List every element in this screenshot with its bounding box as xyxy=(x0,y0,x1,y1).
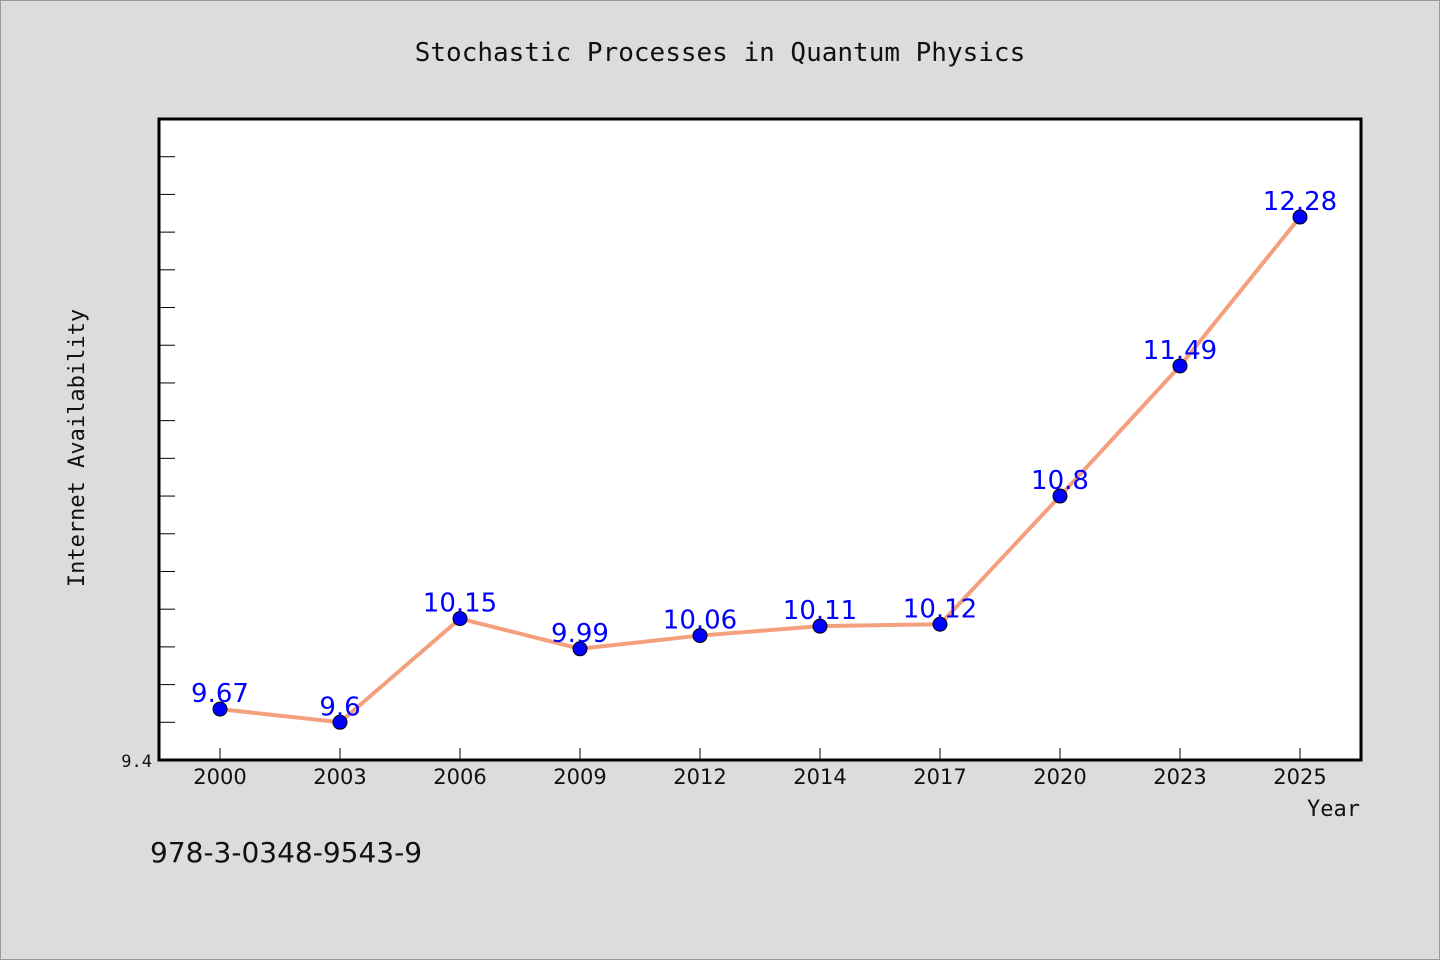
data-point xyxy=(1172,358,1188,374)
data-label: 9.6 xyxy=(319,692,360,722)
x-tick-label: 2014 xyxy=(793,765,846,789)
data-point xyxy=(212,701,228,717)
series-line xyxy=(219,215,1302,725)
data-label: 9.99 xyxy=(551,619,609,649)
x-tick-label: 2009 xyxy=(553,765,606,789)
x-tick-label: 2023 xyxy=(1153,765,1206,789)
x-tick-label: 2020 xyxy=(1033,765,1086,789)
data-point xyxy=(1052,488,1068,504)
x-tick-label: 2003 xyxy=(313,765,366,789)
data-label: 10.06 xyxy=(663,606,737,636)
data-point xyxy=(812,618,828,634)
data-label: 9.67 xyxy=(191,679,249,709)
data-point xyxy=(452,611,468,627)
data-point xyxy=(932,616,948,632)
data-point xyxy=(692,628,708,644)
x-ticks xyxy=(219,748,1301,760)
x-tick-labels: 2000 2003 2006 2009 2012 2014 2017 2020 2023 2025 xyxy=(193,765,1326,789)
x-tick-label: 2006 xyxy=(433,765,486,789)
plot-area xyxy=(157,117,1363,762)
data-label: 12.28 xyxy=(1263,187,1337,217)
data-labels: 9.67 9.6 10.15 9.99 10.06 10.11 10.12 10.8 11.49… xyxy=(191,187,1337,722)
y-tick-label: 9.4 xyxy=(121,752,152,772)
x-tick-label: 2025 xyxy=(1273,765,1326,789)
data-label: 10.12 xyxy=(903,594,977,624)
data-point xyxy=(332,714,348,730)
x-tick-label: 2012 xyxy=(673,765,726,789)
data-label: 10.8 xyxy=(1031,466,1089,496)
data-point xyxy=(572,641,588,657)
data-label: 10.15 xyxy=(423,589,497,619)
chart-title: Stochastic Processes in Quantum Physics xyxy=(415,38,1025,68)
data-label: 11.49 xyxy=(1143,336,1217,366)
y-minor-ticks xyxy=(159,156,175,723)
x-tick-label: 2000 xyxy=(193,765,246,789)
data-point xyxy=(1292,209,1308,225)
data-label: 10.11 xyxy=(783,596,857,626)
data-markers xyxy=(212,209,1308,730)
isbn-label: 978-3-0348-9543-9 xyxy=(150,836,422,869)
y-axis-label: Internet Availability xyxy=(65,309,90,587)
x-axis-label: Year xyxy=(1307,797,1360,822)
x-tick-label: 2017 xyxy=(913,765,966,789)
